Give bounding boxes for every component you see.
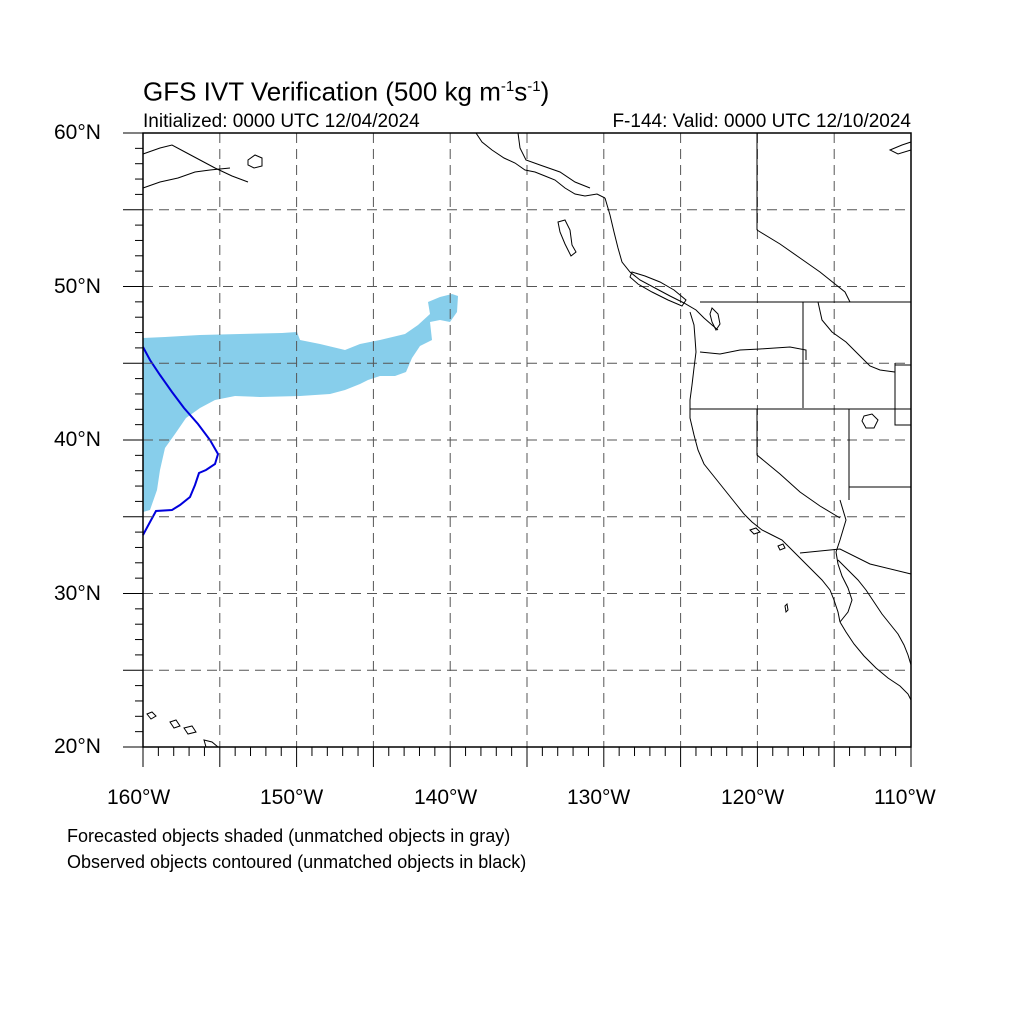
idaho-montana-border [817,301,911,373]
mexico-pacific-coast [839,621,912,701]
lat-label-30: 30°N [54,582,101,605]
lon-label-140w: 140°W [414,786,478,809]
hawaii-kauai [146,711,157,720]
vancouver-island [629,271,687,307]
arizona-west-border [835,499,847,553]
kodiak-island [247,154,263,169]
hawaii-maui [183,725,197,735]
alaska-coast-west [142,144,249,183]
observed-ivt-contour [142,346,220,536]
british-columbia-coast [604,197,719,331]
axis-ticks [123,132,912,767]
great-salt-lake [861,413,879,429]
guadalupe-island [784,602,789,614]
forecast-objects [143,294,458,512]
map-frame [142,132,912,748]
lon-label-160w: 160°W [107,786,171,809]
wyoming-east-border [894,363,911,426]
lat-label-40: 40°N [54,428,101,451]
lon-label-120w: 120°W [721,786,785,809]
alaska-southcentral-coast [475,132,606,199]
valid-time: F-144: Valid: 0000 UTC 12/10/2024 [612,111,911,132]
hawaii-big-island [203,739,220,748]
channel-island-a [749,527,761,535]
graticule [143,133,911,747]
lon-label-150w: 150°W [260,786,324,809]
lat-label-60: 60°N [54,121,101,144]
mexico-mainland-coast [837,559,912,666]
washington-oregon-border [699,346,807,360]
observed-objects [142,346,220,536]
lat-label-50: 50°N [54,275,101,298]
coastlines-and-borders [142,132,912,748]
forecast-legend-note: Forecasted objects shaded (unmatched obj… [67,826,511,846]
initialized-time: Initialized: 0000 UTC 12/04/2024 [143,111,420,132]
baja-peninsula-east [835,551,853,623]
lat-label-20: 20°N [54,735,101,758]
channel-island-b [777,543,786,551]
us-mexico-border [799,548,912,575]
haida-gwaii-island [557,219,577,257]
forecast-ivt-object [143,294,458,512]
puget-sound [709,307,721,331]
nevada-west-border [756,409,841,519]
chart-title: GFS IVT Verification (500 kg m-1s-1) [143,76,550,107]
alaska-panhandle-island [888,141,912,155]
canadian-rockies-line [756,229,851,303]
observed-legend-note: Observed objects contoured (unmatched ob… [67,852,527,872]
hawaii-oahu [169,719,181,729]
lon-label-130w: 130°W [567,786,631,809]
alaska-interior-border [517,132,591,189]
lon-label-110w: 110°W [874,786,936,809]
us-west-coast [689,311,841,623]
aleutian-coast [142,167,231,189]
